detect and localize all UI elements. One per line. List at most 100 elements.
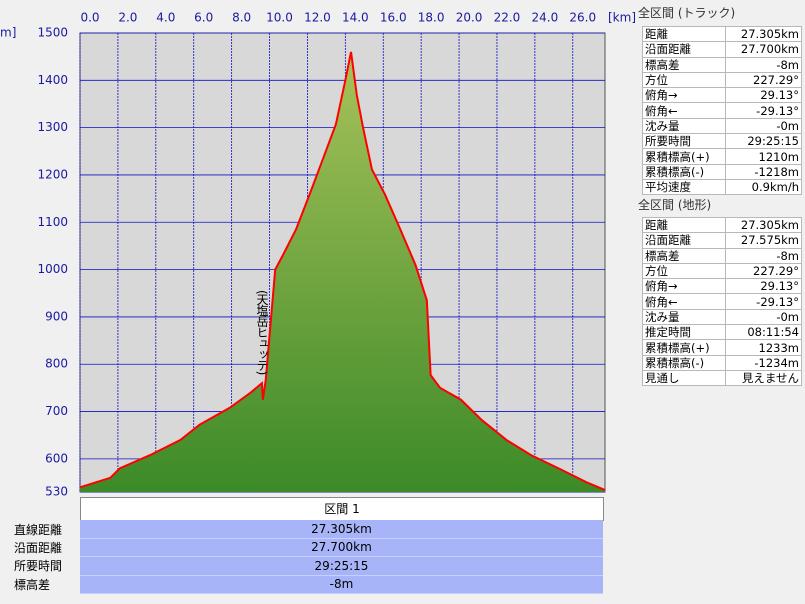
row: 平均速度 0.9km/h — [641, 178, 802, 196]
x-tick-label: 0.0 — [80, 11, 99, 25]
value: 29:25:15 — [725, 133, 802, 150]
label: 距離 — [641, 216, 727, 234]
x-tick-label: 2.0 — [118, 11, 137, 25]
x-tick-label: 26.0 — [569, 11, 596, 25]
row: 標高差 -8m — [641, 247, 802, 264]
value: 227.29° — [725, 262, 802, 280]
row: 距離 27.305km — [641, 25, 802, 43]
label: 所要時間 — [14, 559, 63, 574]
row: 沈み量 -0m — [641, 308, 802, 326]
label: 直線距離 — [14, 522, 63, 537]
track-table: 距離 27.305km 沿面距離 27.700km 標高差 -8m 方位 227.29° 俯角→… — [641, 25, 802, 196]
value: 227.29° — [725, 71, 802, 89]
row: 推定時間 08:11:54 — [641, 324, 802, 341]
label: 沿面距離 — [641, 232, 727, 249]
value: 27.305km — [725, 216, 802, 234]
row: 沈み量 -0m — [641, 117, 802, 135]
row: 累積標高(-) -1218m — [641, 163, 802, 180]
value: 1233m — [725, 339, 802, 356]
terrain-table: 距離 27.305km 沿面距離 27.575km 標高差 -8m 方位 227.29° 俯角→… — [641, 216, 802, 387]
y-tick-label: 900 — [45, 309, 68, 323]
row: 見通し 見えません — [641, 369, 802, 387]
label: 沈み量 — [641, 117, 727, 135]
row: 累積標高(+) 1233m — [641, 339, 802, 356]
row: 所要時間 29:25:15 — [0, 556, 603, 576]
value: -0m — [725, 117, 802, 135]
row: 俯角← -29.13° — [641, 102, 802, 119]
value: -8m — [725, 247, 802, 264]
value: 27.305km — [80, 520, 603, 539]
x-tick-label: 24.0 — [532, 11, 559, 25]
value: 29.13° — [725, 278, 802, 295]
y-tick-label: 1100 — [37, 215, 68, 229]
x-tick-label: 14.0 — [342, 11, 369, 25]
value: 1210m — [725, 148, 802, 165]
label: 沈み量 — [641, 308, 727, 326]
label: 俯角← — [641, 102, 727, 119]
elevation-area — [80, 51, 605, 493]
label: 所要時間 — [641, 133, 727, 150]
profile-chart: m] [km] 530 600 700 800 900 1000 1100 1200 1300 1… — [0, 11, 635, 497]
label: 俯角← — [641, 293, 727, 310]
label: 累積標高(-) — [641, 354, 727, 371]
value: 見えません — [725, 369, 802, 387]
x-tick-label: 6.0 — [194, 11, 213, 25]
label: 標高差 — [641, 247, 727, 264]
value: 27.305km — [725, 25, 802, 43]
row: 所要時間 29:25:15 — [641, 133, 802, 150]
x-tick-label: 16.0 — [380, 11, 407, 25]
x-tick-label: 10.0 — [266, 11, 293, 25]
value: 29.13° — [725, 87, 802, 104]
y-tick-label: 800 — [45, 357, 68, 371]
elevation-line — [79, 51, 606, 492]
label: 沿面距離 — [641, 41, 727, 58]
label: 方位 — [641, 71, 727, 89]
value: -29.13° — [725, 102, 802, 119]
value: -29.13° — [725, 293, 802, 310]
x-tick-label: 12.0 — [304, 11, 331, 25]
value: 08:11:54 — [725, 324, 802, 341]
x-tick-label: 22.0 — [494, 11, 521, 25]
y-tick-label: 1200 — [37, 167, 68, 181]
row: 沿面距離 27.575km — [641, 232, 802, 249]
label: 累積標高(+) — [641, 339, 727, 356]
value: 27.700km — [80, 538, 603, 557]
row: 直線距離 27.305km — [0, 520, 603, 539]
label: 方位 — [641, 262, 727, 280]
label: 累積標高(+) — [641, 148, 727, 165]
value: 29:25:15 — [80, 556, 603, 576]
x-unit: [km] — [608, 11, 635, 25]
value: -8m — [80, 575, 603, 594]
label: 距離 — [641, 25, 727, 43]
value: -1218m — [725, 163, 802, 180]
x-tick-label: 8.0 — [232, 11, 251, 25]
row: 俯角← -29.13° — [641, 293, 802, 310]
x-tick-label: 18.0 — [418, 11, 445, 25]
value: 27.575km — [725, 232, 802, 249]
value: -0m — [725, 308, 802, 326]
label: 俯角→ — [641, 87, 727, 104]
row: 累積標高(-) -1234m — [641, 354, 802, 371]
panel-title: 全区間 (トラック) — [638, 6, 736, 20]
value: 27.700km — [725, 41, 802, 58]
panel-title: 全区間 (地形) — [638, 198, 712, 212]
row: 方位 227.29° — [641, 262, 802, 280]
value: 0.9km/h — [725, 178, 802, 196]
row: 俯角→ 29.13° — [641, 87, 802, 104]
row: 方位 227.29° — [641, 71, 802, 89]
label: 標高差 — [641, 56, 727, 73]
section-table: 直線距離 27.305km 沿面距離 27.700km 所要時間 29:25:15 標高差 -… — [0, 520, 603, 594]
section-header: 区間 1 — [80, 497, 604, 521]
label: 見通し — [641, 369, 727, 387]
label: 平均速度 — [641, 178, 727, 196]
y-tick-label: 700 — [45, 404, 68, 418]
value: -8m — [725, 56, 802, 73]
x-tick-label: 20.0 — [456, 11, 483, 25]
y-unit: m] — [0, 26, 16, 40]
row: 沿面距離 27.700km — [641, 41, 802, 58]
y-tick-label: 530 — [45, 485, 68, 497]
row: 俯角→ 29.13° — [641, 278, 802, 295]
row: 累積標高(+) 1210m — [641, 148, 802, 165]
row: 沿面距離 27.700km — [0, 538, 603, 557]
